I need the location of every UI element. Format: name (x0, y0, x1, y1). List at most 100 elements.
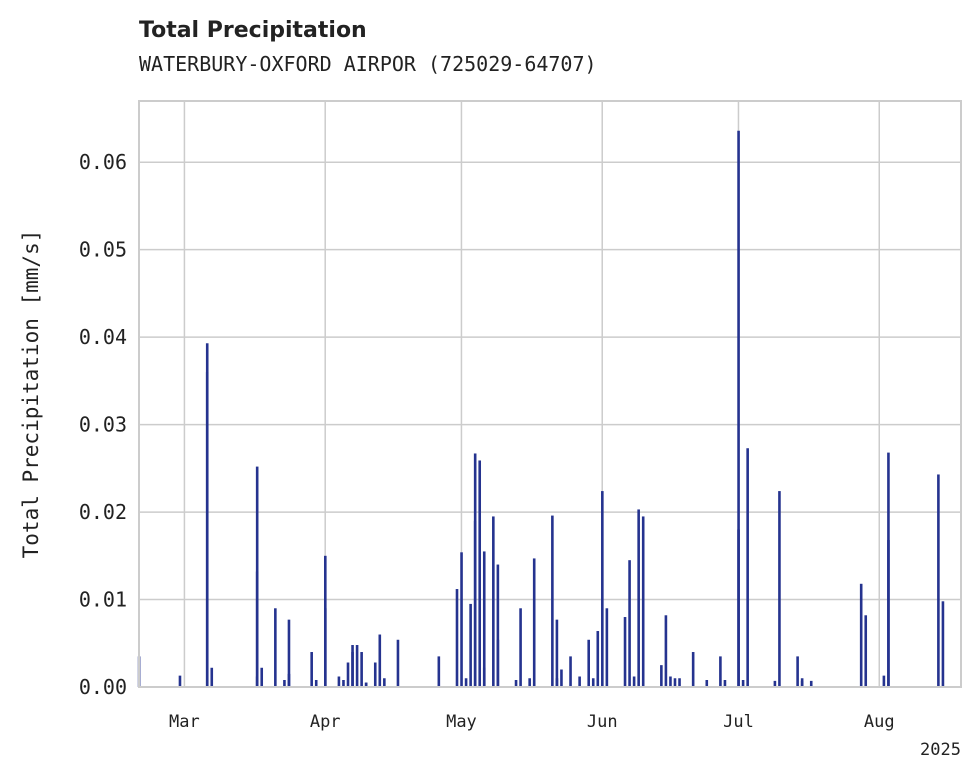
precipitation-bar (478, 460, 482, 687)
precipitation-bar (605, 608, 609, 687)
precipitation-bar (337, 676, 341, 687)
precipitation-bar (741, 680, 745, 687)
precipitation-bar (632, 676, 636, 687)
precipitation-bar (496, 564, 500, 687)
precipitation-bar (673, 678, 677, 687)
y-tick-label: 0.03 (79, 413, 127, 437)
y-tick-label: 0.05 (79, 238, 127, 262)
x-tick-label: Mar (169, 712, 200, 732)
precipitation-bar (482, 551, 486, 687)
precipitation-bar (778, 491, 781, 687)
precipitation-bar (360, 652, 363, 687)
y-tick-label: 0.01 (79, 588, 127, 612)
precipitation-bar (737, 529, 740, 687)
precipitation-bar (437, 656, 441, 687)
chart-subtitle: WATERBURY-OXFORD AIRPOR (725029-64707) (139, 52, 597, 76)
x-tick-labels: Mar Apr May Jun Jul Aug (169, 712, 895, 732)
precipitation-bar (723, 680, 727, 687)
precipitation-bar (519, 608, 522, 687)
precipitation-bar (178, 675, 182, 687)
y-tick-label: 0.02 (79, 500, 127, 524)
x-tick-label: Jul (723, 712, 754, 732)
precipitation-bar (283, 680, 286, 687)
precipitation-bar (796, 656, 799, 687)
precipitation-bar (287, 619, 291, 687)
precipitation-bar (473, 520, 477, 687)
precipitation-bar (274, 608, 277, 687)
precipitation-bar (464, 678, 468, 687)
precipitation-bar (528, 678, 531, 687)
precipitation-bar (551, 515, 554, 687)
precipitation-bar (469, 603, 472, 687)
grid-lines (139, 101, 961, 687)
precipitation-bar (205, 372, 209, 687)
precipitation-bar (396, 639, 400, 687)
precipitation-bar (364, 682, 368, 687)
precipitation-bar (623, 617, 627, 687)
precipitation-bar (314, 680, 318, 687)
precipitation-bar (737, 130, 740, 688)
precipitation-bar (864, 615, 868, 687)
precipitation-bar (555, 619, 559, 687)
precipitation-bar (346, 662, 350, 687)
precipitation-bar (664, 615, 668, 687)
y-tick-labels: 0.00 0.01 0.02 0.03 0.04 0.05 0.06 (79, 150, 127, 699)
precipitation-bar (678, 678, 681, 687)
precipitation-bar (310, 652, 313, 687)
precipitation-bar (669, 676, 672, 687)
y-tick-label: 0.00 (79, 675, 127, 699)
precipitation-bar (773, 680, 777, 687)
y-tick-label: 0.06 (79, 150, 127, 174)
precipitation-bar (809, 680, 813, 687)
precipitation-bar (637, 509, 640, 687)
precipitation-bar (323, 608, 327, 687)
precipitation-bar (587, 639, 591, 687)
precipitation-bar (660, 665, 663, 687)
precipitation-bar (641, 516, 645, 687)
precipitation-bar (532, 558, 536, 687)
precipitation-bar (859, 583, 863, 687)
x-tick-label: Apr (310, 712, 341, 732)
y-tick-label: 0.04 (79, 325, 127, 349)
precipitation-bar (887, 540, 890, 687)
x-tick-label: May (446, 712, 477, 732)
precipitation-bar (882, 675, 886, 687)
precipitation-bar (800, 680, 804, 687)
precipitation-bar (383, 678, 386, 687)
precipitation-bar (373, 662, 377, 687)
precipitation-bar (378, 634, 382, 687)
precipitation-bar (482, 667, 486, 687)
precipitation-bar (596, 631, 600, 687)
y-axis-label: Total Precipitation [mm/s] (19, 230, 43, 559)
precipitation-bar (941, 601, 945, 687)
precipitation-bar (355, 645, 359, 687)
precipitation-bar (591, 678, 595, 687)
precipitation-bar (342, 680, 345, 687)
precipitation-bar (719, 656, 722, 687)
precipitation-bar (746, 448, 749, 687)
precipitation-bar (705, 680, 709, 687)
precipitation-bar (560, 669, 563, 687)
precipitation-bar (460, 552, 463, 687)
precipitation-bar (210, 667, 214, 687)
precipitation-bar (351, 652, 354, 687)
bar-series (137, 130, 945, 688)
precipitation-bar (255, 571, 259, 687)
x-tick-label: Aug (864, 712, 895, 732)
precipitation-bar (578, 676, 581, 687)
precipitation-bar (492, 516, 495, 687)
x-year-label: 2025 (920, 740, 961, 760)
precipitation-bar (691, 652, 695, 687)
precipitation-bar (601, 491, 604, 687)
x-tick-label: Jun (587, 712, 618, 732)
precipitation-bar (569, 656, 572, 687)
plot-frame (138, 100, 962, 688)
precipitation-bar (455, 589, 459, 687)
precipitation-bar (260, 667, 264, 687)
chart-title: Total Precipitation (139, 18, 367, 43)
precipitation-bar (514, 680, 518, 687)
precipitation-bar (496, 639, 500, 687)
precipitation-bar (628, 560, 631, 687)
precipitation-bar (937, 474, 940, 687)
